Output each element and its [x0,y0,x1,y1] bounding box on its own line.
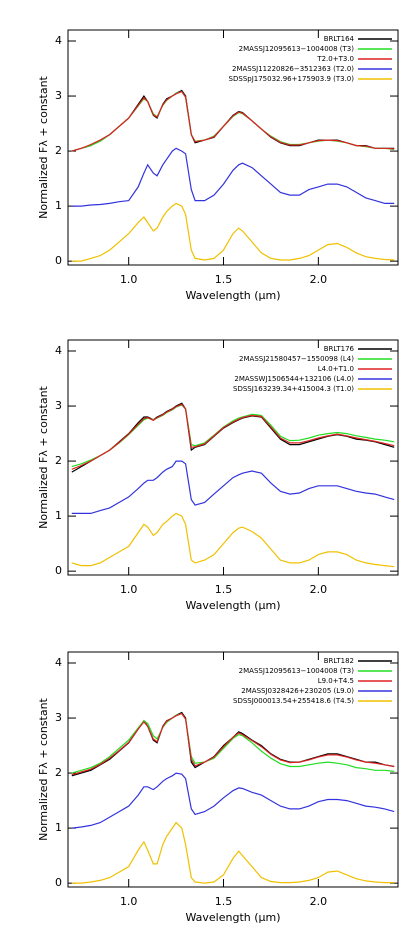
y-tick-label: 4 [55,656,62,669]
y-tick-label: 0 [55,254,62,267]
plot-frame [67,651,399,888]
spectrum-line [71,460,395,514]
spectrum-line [71,403,395,470]
x-tick-label: 1.5 [215,583,233,596]
x-tick-label: 2.0 [310,583,328,596]
y-axis-label: Normalized Fλ + constant [37,75,50,218]
x-tick-label: 1.0 [120,273,138,286]
x-tick-label: 2.0 [310,895,328,908]
spectrum-line [71,712,395,774]
legend-label: 2MASSJ21580457−1550098 (L4) [239,355,354,363]
y-tick-label: 2 [55,144,62,157]
y-tick-label: 4 [55,34,62,47]
x-axis-label: Wavelength (μm) [185,289,280,302]
x-tick-label: 1.5 [215,273,233,286]
panel: 0 1 2 3 4 1.0 1.5 2.0 Wavelength (μm) Normalized … [37,339,399,612]
legend-label: BRLT176 [324,345,355,353]
spectrum-line [71,404,395,468]
y-axis-label: Normalized Fλ + constant [37,697,50,840]
panel: 0 1 2 3 4 1.0 1.5 2.0 Wavelength (μm) Normalized … [37,29,399,302]
legend-label: 2MASSJ11220826−3512363 (T2.0) [232,65,354,73]
x-tick-label: 1.5 [215,895,233,908]
spectrum-line [71,402,395,473]
legend-label: SDSSpJ175032.96+175903.9 (T3.0) [229,75,355,83]
x-tick-label: 1.0 [120,583,138,596]
panel: 0 1 2 3 4 1.0 1.5 2.0 Wavelength (μm) Normalized … [37,651,399,924]
spectrum-line [71,712,395,776]
spectrum-line [71,147,395,207]
y-tick-label: 1 [55,199,62,212]
spectrum-line [71,772,395,829]
spectrum-line [71,202,395,262]
x-tick-label: 2.0 [310,273,328,286]
spectrum-line [71,711,395,777]
spectrum-line [71,821,395,884]
legend-label: SDSSJ163239.34+415004.3 (T1.0) [233,385,354,393]
legend-label: 2MASSJ12095613−1004008 (T3) [239,45,355,53]
y-tick-label: 3 [55,89,62,102]
y-tick-label: 3 [55,399,62,412]
legend-label: 2MASSJ0328426+230205 (L9.0) [241,687,354,695]
legend-label: BRLT182 [324,657,354,665]
y-tick-label: 1 [55,509,62,522]
legend-label: 2MASSJ12095613−1004008 (T3) [239,667,355,675]
x-axis-label: Wavelength (μm) [185,911,280,924]
plot-frame [67,29,399,266]
y-tick-label: 0 [55,564,62,577]
y-tick-label: 4 [55,344,62,357]
legend-label: T2.0+T3.0 [316,55,354,63]
y-tick-label: 2 [55,766,62,779]
plot-frame [67,339,399,576]
legend-label: L9.0+T4.5 [318,677,354,685]
legend-label: BRLT164 [324,35,355,43]
legend-label: L4.0+T1.0 [318,365,354,373]
y-axis-label: Normalized Fλ + constant [37,385,50,528]
x-axis-label: Wavelength (μm) [185,599,280,612]
spectrum-line [71,512,395,568]
legend-label: 2MASSWJ1506544+132106 (L4.0) [234,375,354,383]
y-tick-label: 1 [55,821,62,834]
y-tick-label: 2 [55,454,62,467]
y-tick-label: 0 [55,876,62,889]
x-tick-label: 1.0 [120,895,138,908]
y-tick-label: 3 [55,711,62,724]
spectrum-line [71,90,395,152]
legend-label: SDSSJ000013.54+255418.6 (T4.5) [233,697,354,705]
